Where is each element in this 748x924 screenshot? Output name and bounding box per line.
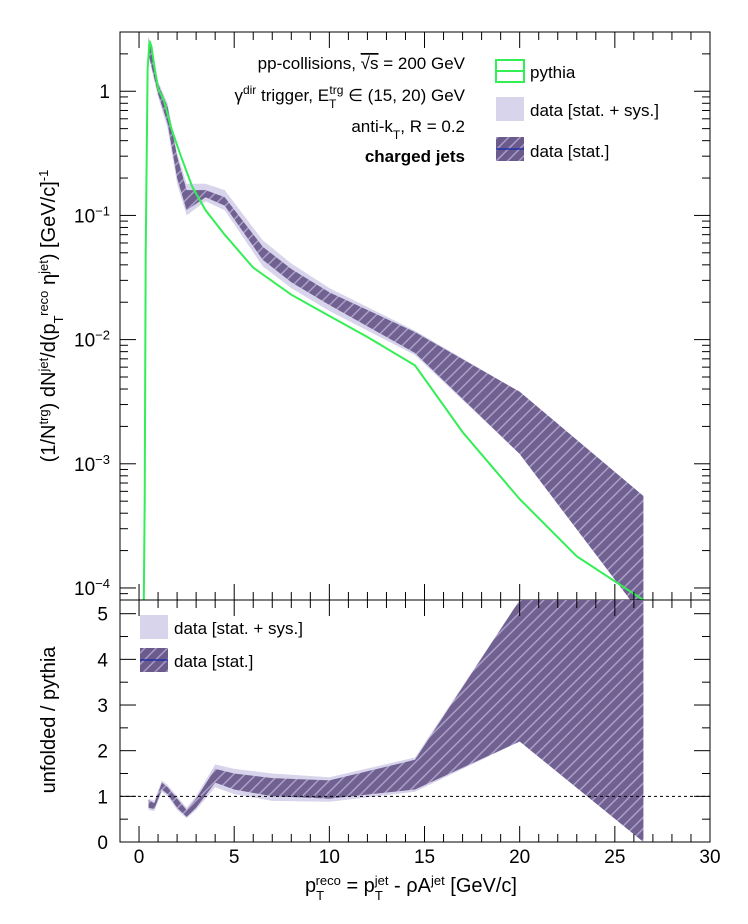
bottom-ytick-label: 3	[97, 696, 108, 717]
bottom-legend-stat-label: data [stat.]	[174, 652, 253, 671]
top-band-stat	[148, 37, 644, 618]
bottom-legend-statsys-label: data [stat. + sys.]	[174, 619, 303, 638]
top-ylabels: 10−4 10−3 10−2 10−1 1	[74, 82, 110, 600]
top-ytick-label: 1	[99, 82, 110, 103]
bottom-bands	[148, 600, 644, 842]
top-ytick-label: 10−3	[74, 451, 110, 476]
bottom-panel: 0 1 2 3 4 5 0 5 10 15 20 25 30 unfolded / pythia pT…	[38, 599, 721, 903]
bottom-y-axis-title: unfolded / pythia	[38, 646, 60, 794]
bottom-band-stat	[148, 600, 644, 842]
top-ytick-label: 10−1	[74, 203, 110, 228]
x-axis-title: pTreco = pTjet - ρAjet [GeV/c]	[305, 873, 517, 903]
bottom-ticks	[120, 600, 711, 843]
bottom-xtick-label: 15	[414, 847, 435, 868]
legend-stat-label: data [stat.]	[530, 142, 609, 161]
bottom-ytick-label: 0	[97, 833, 108, 854]
bottom-xtick-label: 0	[134, 847, 145, 868]
bottom-legend: data [stat. + sys.] data [stat.]	[140, 615, 303, 672]
bottom-xtick-label: 10	[319, 847, 340, 868]
bottom-ytick-label: 4	[97, 650, 108, 671]
bottom-ylabels: 0 1 2 3 4 5	[97, 605, 108, 854]
bottom-ytick-label: 1	[97, 787, 108, 808]
legend-statsys-label: data [stat. + sys.]	[530, 101, 659, 120]
bottom-xtick-label: 5	[229, 847, 240, 868]
legend-pythia-label: pythia	[530, 63, 576, 82]
annotation-collisions: pp-collisions, √s = 200 GeV	[258, 54, 466, 73]
bottom-ytick-label: 2	[97, 742, 108, 763]
top-ticks	[120, 31, 711, 601]
top-panel: 10−4 10−3 10−2 10−1 1 (1/Ntrg) dNjet/d(pTrec…	[36, 31, 711, 618]
top-ytick-label: 10−2	[74, 327, 110, 352]
top-y-axis-title: (1/Ntrg) dNjet/d(pTreco ηjet) [GeV/c]-1	[36, 170, 66, 463]
top-ytick-label: 10−4	[74, 575, 110, 600]
top-legend: pythia data [stat. + sys.] data [stat.]	[495, 59, 659, 161]
bottom-ytick-label: 5	[97, 605, 108, 626]
annotation-jets: charged jets	[365, 147, 465, 166]
bottom-xtick-label: 25	[604, 847, 625, 868]
bottom-xlabels: 0 5 10 15 20 25 30	[134, 847, 721, 868]
top-lines	[142, 40, 644, 601]
legend-statsys-swatch	[496, 97, 524, 121]
bottom-xtick-label: 30	[699, 847, 720, 868]
annotation-trigger: γdir trigger, ETtrg ∈ (15, 20) GeV	[234, 83, 465, 111]
annotation-block: pp-collisions, √s = 200 GeV γdir trigger…	[234, 54, 465, 166]
bottom-panel-frame	[119, 599, 711, 843]
top-bands	[148, 35, 644, 618]
pythia-line	[142, 40, 644, 601]
bottom-xtick-label: 20	[509, 847, 530, 868]
bottom-legend-statsys-swatch	[140, 615, 168, 639]
annotation-algorithm: anti-kT, R = 0.2	[351, 117, 465, 142]
